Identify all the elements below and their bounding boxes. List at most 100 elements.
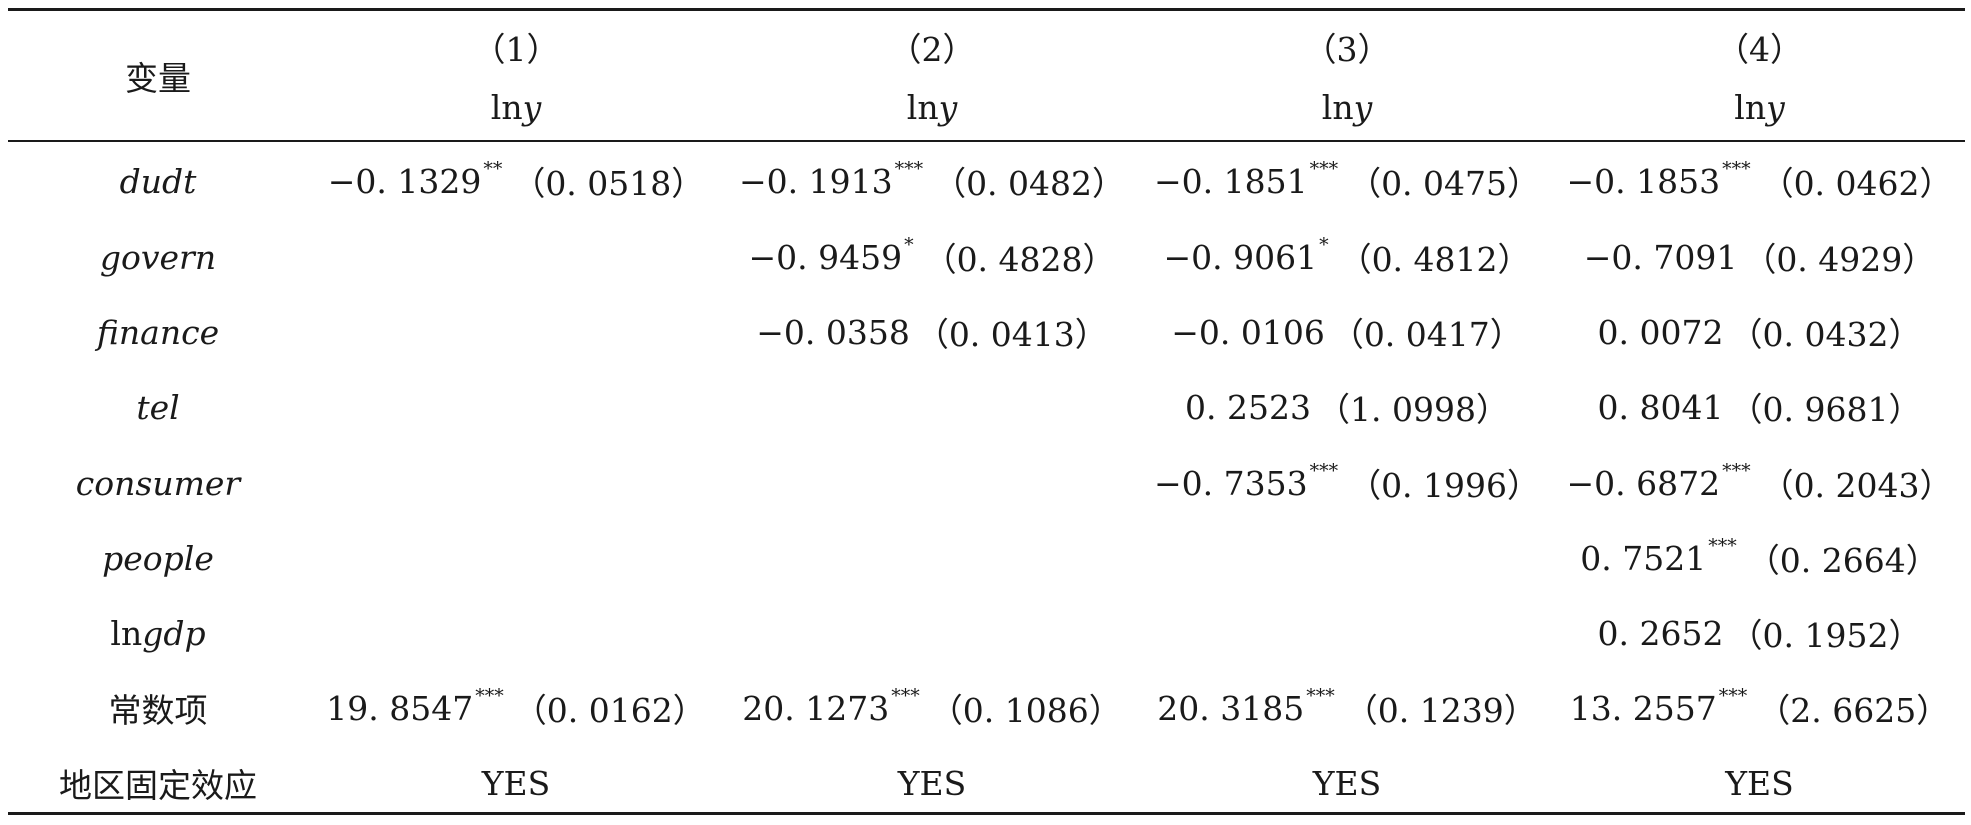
table-cell	[1140, 533, 1554, 583]
dependent-variable: lny	[724, 84, 1140, 130]
dep-var-text: lny	[1321, 87, 1373, 127]
row-label: people	[102, 538, 214, 578]
coefficient: 0. 7521	[1580, 538, 1707, 578]
standard-error: （0. 4812）	[1338, 240, 1531, 279]
coefficient: −0. 7091	[1583, 237, 1738, 277]
standard-error: （0. 0432）	[1729, 315, 1922, 354]
table-cell	[308, 458, 724, 508]
dependent-variable: lny	[1140, 84, 1554, 130]
row-label: tel	[136, 387, 180, 427]
standard-error: （1. 0998）	[1317, 390, 1509, 429]
coefficient: YES	[1725, 763, 1794, 803]
standard-error: （0. 0518）	[512, 164, 705, 203]
standard-error: （0. 2664）	[1746, 541, 1939, 580]
standard-error: （0. 9681）	[1729, 390, 1922, 429]
significance-stars: ***	[1722, 460, 1751, 482]
coefficient: 0. 2523	[1185, 387, 1311, 427]
table-cell: YES	[308, 758, 724, 808]
table-cell: 0. 2523 （1. 0998）	[1140, 382, 1554, 432]
header-rule	[8, 140, 1965, 142]
standard-error: （0. 0482）	[933, 164, 1126, 203]
coefficient: YES	[897, 763, 967, 803]
significance-stars: ***	[1722, 158, 1751, 180]
row-label: govern	[99, 237, 217, 277]
coefficient: −0. 6872	[1566, 463, 1721, 503]
table-cell: 0. 7521 *** （0. 2664）	[1554, 533, 1965, 583]
table-cell: YES	[724, 758, 1140, 808]
variable-header: 变量	[125, 58, 191, 98]
coefficient: 19. 8547	[326, 688, 474, 728]
row-label: 地区固定效应	[59, 766, 257, 805]
table-cell: 13. 2557 *** （2. 6625）	[1554, 683, 1965, 733]
coefficient: 0. 8041	[1597, 387, 1724, 427]
standard-error: （0. 4929）	[1743, 240, 1936, 279]
coefficient: 13. 2557	[1569, 688, 1717, 728]
significance-stars: ***	[894, 158, 924, 180]
column-number: （3）	[1303, 30, 1391, 69]
table-cell	[308, 232, 724, 282]
dependent-variable: lny	[1554, 84, 1965, 130]
significance-stars: **	[483, 158, 503, 180]
dep-var-text: lny	[1734, 87, 1785, 127]
standard-error: （0. 0475）	[1348, 164, 1541, 203]
table-cell: −0. 1853 *** （0. 0462）	[1554, 156, 1965, 206]
table-cell	[308, 608, 724, 658]
standard-error: （0. 0462）	[1760, 164, 1953, 203]
column-number: （1）	[472, 30, 560, 69]
table-cell	[724, 382, 1140, 432]
row-label: finance	[96, 312, 220, 352]
significance-stars: ***	[1718, 685, 1748, 707]
table-cell: −0. 1913 *** （0. 0482）	[724, 156, 1140, 206]
standard-error: （0. 0413）	[915, 315, 1108, 354]
standard-error: （0. 2043）	[1760, 466, 1953, 505]
row-label: 常数项	[108, 691, 208, 730]
coefficient: −0. 9459	[748, 237, 903, 277]
significance-stars: *	[904, 234, 914, 256]
table-cell	[1140, 608, 1554, 658]
table-cell: −0. 0106 （0. 0417）	[1140, 307, 1554, 357]
table-cell	[724, 608, 1140, 658]
standard-error: （0. 0417）	[1330, 315, 1523, 354]
table-cell: 20. 1273 *** （0. 1086）	[724, 683, 1140, 733]
row-label: consumer	[75, 463, 241, 503]
dep-var-text: lny	[906, 87, 958, 127]
standard-error: （0. 1239）	[1344, 691, 1537, 730]
table-cell	[308, 382, 724, 432]
standard-error: （0. 1996）	[1348, 466, 1541, 505]
table-cell: 0. 2652 （0. 1952）	[1554, 608, 1965, 658]
coefficient: −0. 0106	[1171, 312, 1325, 352]
coefficient: −0. 1851	[1153, 161, 1308, 201]
column-number: （2）	[888, 30, 976, 69]
table-cell: −0. 7353 *** （0. 1996）	[1140, 458, 1554, 508]
significance-stars: ***	[1708, 535, 1737, 557]
standard-error: （2. 6625）	[1757, 691, 1950, 730]
row-label: dudt	[119, 161, 197, 201]
coefficient: 20. 3185	[1157, 688, 1305, 728]
bottom-rule	[8, 812, 1965, 815]
significance-stars: ***	[1309, 460, 1339, 482]
table-cell: 20. 3185 *** （0. 1239）	[1140, 683, 1554, 733]
coefficient: −0. 9061	[1163, 237, 1318, 277]
row-label: ln gdp	[110, 613, 206, 653]
coefficient: 20. 1273	[742, 688, 890, 728]
coefficient: 0. 2652	[1597, 613, 1724, 653]
significance-stars: ***	[891, 685, 920, 707]
table-cell: YES	[1554, 758, 1965, 808]
table-cell: −0. 7091 （0. 4929）	[1554, 232, 1965, 282]
table-cell	[308, 533, 724, 583]
standard-error: （0. 4828）	[923, 240, 1116, 279]
table-cell: 19. 8547 *** （0. 0162）	[308, 683, 724, 733]
table-cell: −0. 0358 （0. 0413）	[724, 307, 1140, 357]
table-cell: −0. 1851 *** （0. 0475）	[1140, 156, 1554, 206]
table-cell: −0. 9459 * （0. 4828）	[724, 232, 1140, 282]
significance-stars: ***	[1309, 158, 1339, 180]
coefficient: −0. 1329	[327, 161, 482, 201]
coefficient: −0. 0358	[756, 312, 910, 352]
coefficient: −0. 7353	[1153, 463, 1308, 503]
dep-var-text: lny	[490, 87, 542, 127]
coefficient: YES	[1312, 763, 1382, 803]
table-cell: −0. 6872 *** （0. 2043）	[1554, 458, 1965, 508]
significance-stars: ***	[475, 685, 504, 707]
significance-stars: *	[1319, 234, 1329, 256]
